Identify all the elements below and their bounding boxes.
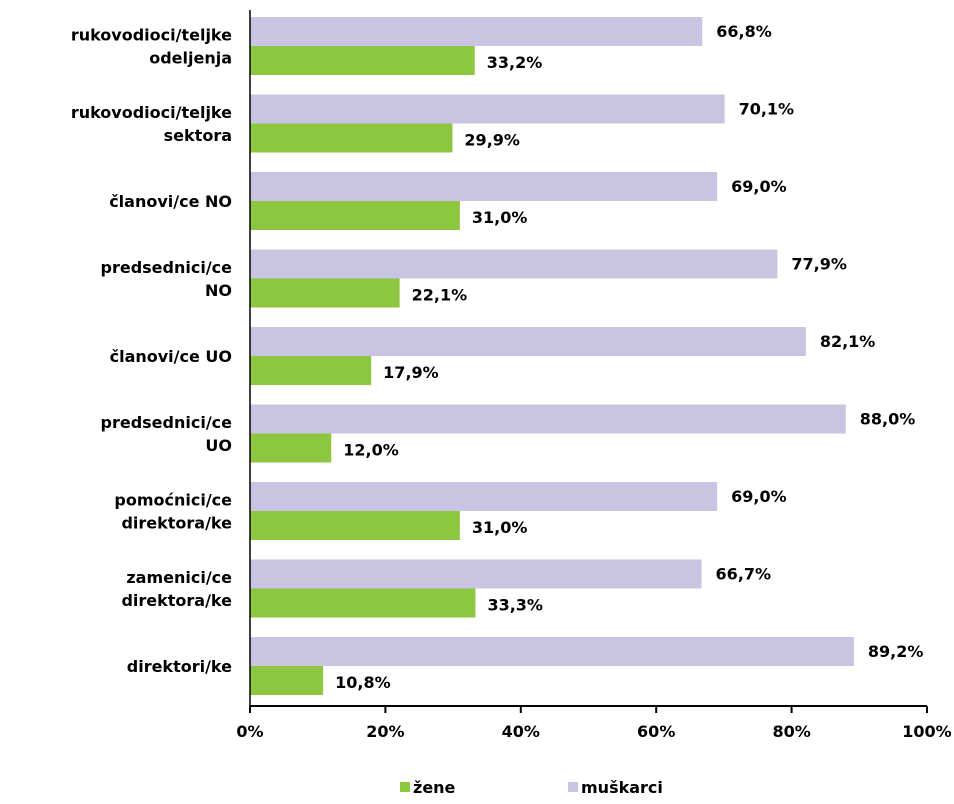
bar-zene <box>250 588 476 618</box>
category-label-line: sektora <box>164 126 232 145</box>
category-label-line: odeljenja <box>149 49 232 68</box>
data-label-zene: 31,0% <box>472 208 528 227</box>
x-tick-label: 0% <box>236 722 263 741</box>
category-label: zamenici/ce direktora/ke <box>121 568 232 610</box>
category-label: rukovodioci/teljke sektora <box>71 103 232 145</box>
category-label: rukovodioci/teljke odeljenja <box>71 26 232 68</box>
bar-muskarci <box>250 172 718 201</box>
bar-muskarci <box>250 559 702 589</box>
category-label-line: predsednici/ce <box>101 258 233 277</box>
data-label-zene: 33,3% <box>487 596 543 615</box>
bar-zene <box>250 123 453 153</box>
bar-zene <box>250 201 460 230</box>
category-label: predsednici/ce UO <box>101 413 233 455</box>
bar-muskarci <box>250 249 778 279</box>
bar-muskarci <box>250 94 725 124</box>
x-tick-label: 60% <box>637 722 675 741</box>
bar-zene <box>250 46 475 75</box>
bar-zene <box>250 433 332 463</box>
category-label: članovi/ce NO <box>109 192 232 211</box>
category-label: pomoćnici/ce direktora/ke <box>114 491 232 533</box>
data-label-muskarci: 66,7% <box>716 565 772 584</box>
data-label-zene: 22,1% <box>412 286 468 305</box>
category-label-line: UO <box>205 436 232 455</box>
data-label-zene: 10,8% <box>335 673 391 692</box>
bar-zene <box>250 278 400 308</box>
data-label-zene: 33,2% <box>487 53 543 72</box>
category-label-line: rukovodioci/teljke <box>71 103 232 122</box>
data-label-zene: 17,9% <box>383 363 439 382</box>
bar-zene <box>250 356 372 385</box>
data-label-muskarci: 70,1% <box>739 100 795 119</box>
bar-muskarci <box>250 637 854 666</box>
data-label-muskarci: 77,9% <box>791 255 847 274</box>
bar-muskarci <box>250 327 806 356</box>
category-label-line: pomoćnici/ce <box>114 491 232 510</box>
category-label-line: predsednici/ce <box>101 413 233 432</box>
data-label-muskarci: 69,0% <box>731 487 787 506</box>
data-label-muskarci: 69,0% <box>731 177 787 196</box>
category-label-line: direktora/ke <box>121 514 232 533</box>
data-label-muskarci: 89,2% <box>868 642 924 661</box>
category-label: direktori/ke <box>127 657 232 676</box>
bar-muskarci <box>250 17 703 46</box>
legend-label: muškarci <box>581 778 663 797</box>
category-label: članovi/ce UO <box>110 347 232 366</box>
legend-label: žene <box>413 778 456 797</box>
category-label: predsednici/ce NO <box>101 258 233 300</box>
legend-swatch <box>568 782 578 792</box>
data-label-zene: 31,0% <box>472 518 528 537</box>
x-tick-label: 40% <box>502 722 540 741</box>
category-label-line: direktora/ke <box>121 591 232 610</box>
bar-muskarci <box>250 482 718 511</box>
legend-swatch <box>400 782 410 792</box>
data-label-muskarci: 88,0% <box>860 410 916 429</box>
bar-zene <box>250 511 460 540</box>
category-label-line: članovi/ce UO <box>110 347 232 366</box>
bar-zene <box>250 666 324 695</box>
category-label-line: članovi/ce NO <box>109 192 232 211</box>
data-label-zene: 29,9% <box>464 131 520 150</box>
category-label-line: rukovodioci/teljke <box>71 26 232 45</box>
data-label-muskarci: 82,1% <box>820 332 876 351</box>
data-label-zene: 12,0% <box>343 441 399 460</box>
category-label-line: zamenici/ce <box>126 568 232 587</box>
category-label-line: direktori/ke <box>127 657 232 676</box>
data-label-muskarci: 66,8% <box>716 22 772 41</box>
x-tick-label: 20% <box>366 722 404 741</box>
bar-muskarci <box>250 404 846 434</box>
category-label-line: NO <box>205 281 232 300</box>
x-tick-label: 100% <box>902 722 951 741</box>
x-tick-label: 80% <box>772 722 810 741</box>
